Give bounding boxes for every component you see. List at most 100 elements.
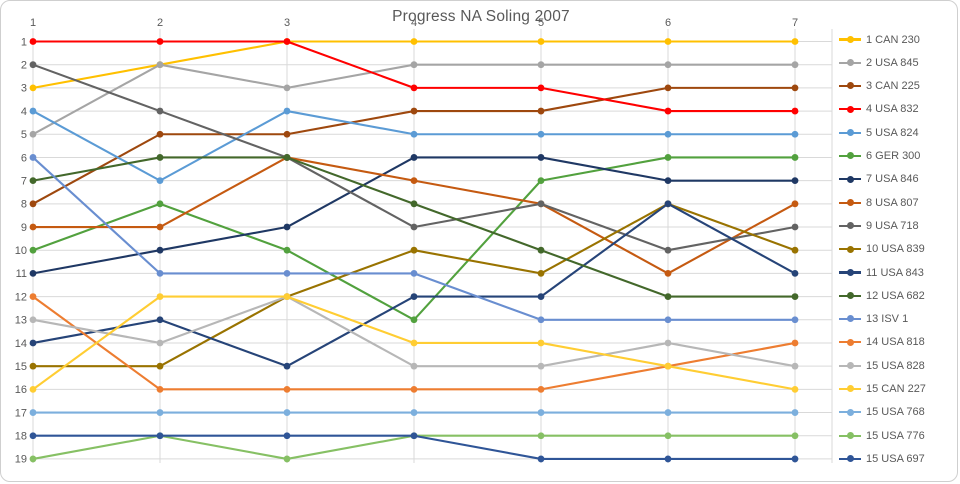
series-marker-4-usa-832 <box>410 84 418 92</box>
y-axis-tick-label: 14 <box>15 338 27 350</box>
series-marker-13-isv-1 <box>410 270 418 277</box>
legend-marker-line <box>839 408 861 416</box>
series-marker-6-ger-300 <box>537 177 545 185</box>
legend-marker-dot <box>846 268 854 276</box>
series-marker-8-usa-807 <box>156 223 164 231</box>
legend-marker-dot <box>846 245 854 253</box>
series-marker-14-usa-818 <box>791 339 799 347</box>
legend-item-12-usa-682: 12 USA 682 <box>839 288 925 304</box>
series-marker-9-usa-718 <box>29 61 37 69</box>
series-marker-7-usa-846 <box>791 177 799 185</box>
legend-marker-line <box>839 175 861 183</box>
y-axis-tick-label: 19 <box>15 454 27 466</box>
series-marker-8-usa-807 <box>410 177 418 185</box>
series-marker-15-can-227 <box>156 293 164 300</box>
series-marker-6-ger-300 <box>156 200 164 208</box>
legend-marker-dot <box>846 338 854 346</box>
series-marker-14-usa-818 <box>29 293 37 300</box>
series-marker-15-can-227 <box>410 339 418 347</box>
legend-label: 11 USA 843 <box>866 266 924 279</box>
y-axis-tick-label: 18 <box>15 431 27 443</box>
series-marker-2-usa-845 <box>156 61 164 69</box>
series-marker-7-usa-846 <box>283 223 291 231</box>
series-marker-14-usa-818 <box>283 385 291 393</box>
x-axis-tick-label: 5 <box>538 17 544 29</box>
series-marker-9-usa-718 <box>791 223 799 231</box>
series-marker-2-usa-845 <box>410 61 418 69</box>
legend-label: 6 GER 300 <box>866 150 921 162</box>
series-marker-12-usa-682 <box>29 177 37 185</box>
legend-marker-line <box>839 362 861 369</box>
y-axis-tick-label: 1 <box>21 36 27 48</box>
legend-item-15-usa-828: 15 USA 828 <box>839 358 925 374</box>
series-marker-12-usa-682 <box>664 293 672 300</box>
legend-marker-line <box>839 315 861 323</box>
series-marker-4-usa-832 <box>791 107 799 115</box>
legend-label: 5 USA 824 <box>866 126 919 139</box>
series-marker-15-usa-776 <box>664 432 672 440</box>
series-marker-1-can-230 <box>410 38 418 45</box>
legend-marker-dot <box>846 455 854 463</box>
series-marker-3-can-225 <box>410 107 418 115</box>
series-marker-13-isv-1 <box>791 316 799 324</box>
legend-marker-dot <box>846 292 854 300</box>
legend-marker-dot <box>846 222 854 230</box>
legend-label: 4 USA 832 <box>866 103 919 116</box>
legend-label: 3 CAN 225 <box>866 80 920 93</box>
legend-marker-line <box>839 35 861 43</box>
legend-label: 15 CAN 227 <box>866 383 926 395</box>
series-marker-10-usa-839 <box>29 362 37 370</box>
x-axis-tick-label: 7 <box>792 17 798 29</box>
series-marker-12-usa-682 <box>156 154 164 161</box>
legend-label: 7 USA 846 <box>866 173 919 186</box>
series-marker-15-usa-768 <box>156 409 164 416</box>
legend-marker-line <box>839 59 861 67</box>
legend-label: 14 USA 818 <box>866 336 925 349</box>
legend-item-11-usa-843: 11 USA 843 <box>839 265 924 281</box>
series-marker-10-usa-839 <box>537 270 545 277</box>
series-marker-15-usa-768 <box>283 409 291 416</box>
chart-legend: 1 CAN 230 2 USA 845 3 CAN 225 4 USA 832 5 US… <box>839 1 957 481</box>
series-marker-11-usa-843 <box>410 293 418 300</box>
y-axis-tick-label: 12 <box>15 291 27 303</box>
series-marker-10-usa-839 <box>156 362 164 370</box>
series-marker-14-usa-818 <box>156 385 164 393</box>
y-axis-tick-label: 11 <box>16 268 27 280</box>
series-marker-15-usa-776 <box>283 455 291 463</box>
legend-marker-dot <box>846 315 854 323</box>
y-axis-tick-label: 9 <box>21 222 27 234</box>
legend-marker-dot <box>846 175 854 183</box>
legend-label: 1 CAN 230 <box>866 33 920 46</box>
x-axis-tick-label: 3 <box>284 17 290 29</box>
legend-marker-line <box>839 431 861 439</box>
series-marker-7-usa-846 <box>29 270 37 277</box>
legend-marker-dot <box>846 129 854 136</box>
legend-label: 15 USA 697 <box>866 452 925 465</box>
legend-label: 13 ISV 1 <box>866 313 909 326</box>
legend-item-4-usa-832: 4 USA 832 <box>839 101 919 117</box>
x-axis-tick-label: 4 <box>411 17 417 29</box>
legend-marker-line <box>839 198 861 206</box>
y-axis-tick-label: 13 <box>15 315 27 327</box>
series-marker-12-usa-682 <box>537 246 545 254</box>
series-marker-15-usa-776 <box>537 432 545 440</box>
series-marker-11-usa-843 <box>29 339 37 347</box>
series-marker-13-isv-1 <box>664 316 672 324</box>
y-axis-tick-label: 2 <box>21 59 27 71</box>
series-marker-3-can-225 <box>664 84 672 92</box>
series-marker-14-usa-818 <box>537 385 545 393</box>
series-marker-5-usa-824 <box>156 177 164 185</box>
series-marker-8-usa-807 <box>664 270 672 277</box>
legend-item-1-can-230: 1 CAN 230 <box>839 32 920 48</box>
y-axis-tick-label: 4 <box>21 106 27 118</box>
series-marker-15-usa-768 <box>410 409 418 416</box>
series-marker-9-usa-718 <box>664 246 672 254</box>
legend-marker-line <box>839 455 861 463</box>
series-marker-6-ger-300 <box>791 154 799 161</box>
legend-item-3-can-225: 3 CAN 225 <box>839 78 920 94</box>
legend-label: 15 USA 776 <box>866 429 925 442</box>
legend-label: 12 USA 682 <box>866 289 925 302</box>
series-marker-15-usa-697 <box>29 432 37 440</box>
